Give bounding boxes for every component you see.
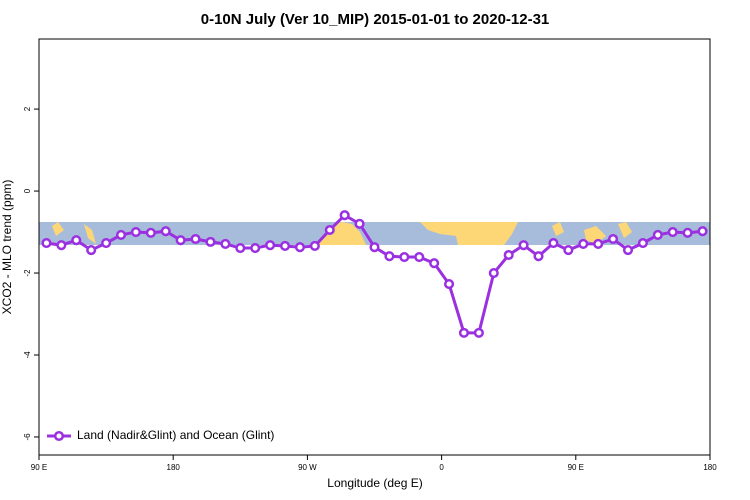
data-point [339, 210, 350, 221]
data-point [145, 227, 156, 238]
data-point [309, 240, 320, 252]
y-tick-label: -4 [23, 351, 32, 359]
x-tick-label: 90 W [298, 463, 317, 472]
data-point [41, 238, 52, 249]
data-point [294, 242, 305, 253]
x-axis-label: Longitude (deg E) [327, 476, 422, 490]
data-point [130, 226, 141, 238]
data-point [205, 236, 216, 247]
data-point [235, 242, 246, 254]
y-axis-label: XCO2 - MLO trend (ppm) [0, 180, 14, 315]
data-point [265, 240, 276, 251]
data-point [369, 242, 380, 253]
data-point [86, 245, 97, 256]
data-point [399, 251, 410, 263]
data-point [563, 245, 574, 256]
x-tick-label: 90 E [31, 463, 47, 472]
data-point [250, 242, 261, 254]
data-point [578, 238, 589, 249]
data-point [652, 229, 663, 240]
data-point [354, 218, 365, 229]
y-tick-label: 0 [23, 188, 32, 193]
data-point [697, 226, 708, 237]
x-tick-label: 0 [439, 463, 444, 472]
plot-frame [38, 38, 711, 456]
data-point [533, 251, 544, 262]
data-point [190, 233, 201, 245]
data-point [667, 226, 678, 238]
y-tick-label: 2 [23, 106, 32, 111]
y-tick-label: -6 [23, 433, 32, 441]
data-point [279, 240, 291, 252]
data-point [473, 327, 484, 338]
data-point [175, 235, 186, 246]
data-point [220, 238, 231, 249]
data-point [518, 240, 529, 251]
y-tick-label: -2 [23, 269, 32, 277]
data-point [637, 238, 648, 249]
data-point [115, 229, 127, 240]
data-point [71, 235, 82, 246]
data-point [414, 251, 425, 263]
data-point [608, 233, 619, 245]
data-point [160, 226, 171, 237]
x-tick-label: 180 [167, 463, 181, 472]
data-point [682, 227, 693, 238]
data-point [444, 279, 455, 290]
data-point [458, 327, 470, 338]
data-point [56, 240, 67, 251]
data-point [101, 238, 112, 249]
chart-title: 0-10N July (Ver 10_MIP) 2015-01-01 to 20… [201, 11, 550, 28]
data-point [384, 251, 395, 262]
x-tick-label: 180 [703, 463, 717, 472]
data-point [593, 238, 604, 249]
data-point [488, 267, 499, 279]
legend: Land (Nadir&Glint) and Ocean (Glint) [47, 428, 274, 442]
x-tick-label: 90 E [568, 463, 584, 472]
legend-marker [53, 430, 65, 442]
data-point [622, 245, 634, 256]
data-point [429, 258, 440, 269]
data-point [548, 238, 559, 249]
legend-label: Land (Nadir&Glint) and Ocean (Glint) [77, 428, 274, 442]
data-point [324, 224, 335, 236]
data-point [503, 249, 514, 261]
